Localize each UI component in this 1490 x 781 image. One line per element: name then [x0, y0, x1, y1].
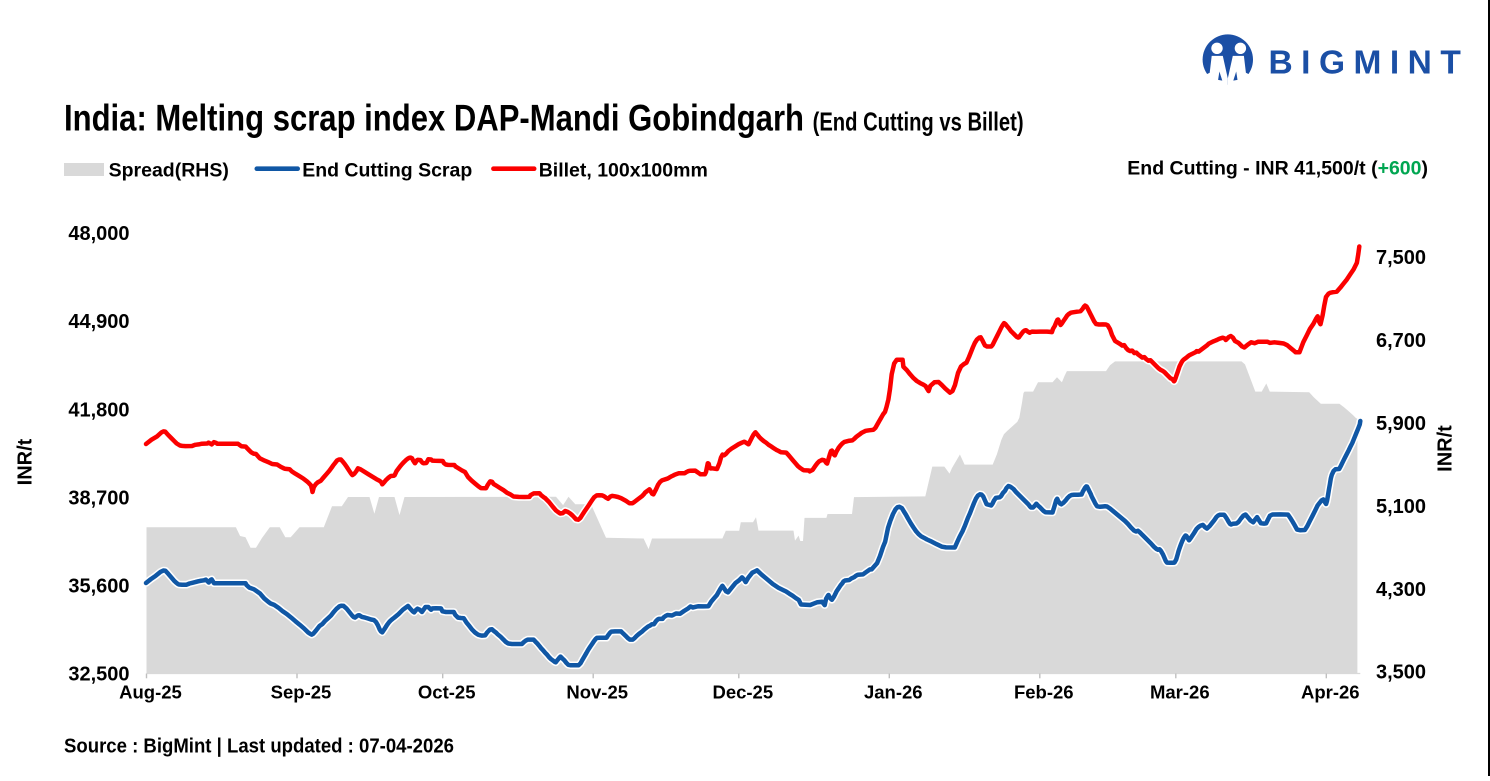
svg-text:End Cutting - INR 41,500/t (+6: End Cutting - INR 41,500/t (+600)	[1127, 158, 1428, 180]
svg-text:Nov-25: Nov-25	[566, 682, 628, 703]
svg-text:India: Melting scrap index DAP: India: Melting scrap index DAP-Mandi Gob…	[64, 97, 804, 138]
svg-text:INR/t: INR/t	[1435, 425, 1457, 472]
svg-text:6,700: 6,700	[1376, 330, 1426, 352]
svg-text:35,600: 35,600	[68, 576, 129, 598]
svg-text:3,500: 3,500	[1376, 662, 1426, 684]
svg-text:Billet, 100x100mm: Billet, 100x100mm	[539, 160, 708, 182]
svg-text:Sep-25: Sep-25	[271, 682, 332, 703]
svg-text:Source : BigMint | Last update: Source : BigMint | Last updated : 07-04-…	[64, 736, 454, 758]
svg-text:INR/t: INR/t	[15, 438, 37, 485]
svg-text:(End Cutting vs Billet): (End Cutting vs Billet)	[813, 106, 1024, 136]
svg-text:Spread(RHS): Spread(RHS)	[109, 160, 229, 182]
svg-text:5,900: 5,900	[1376, 413, 1426, 435]
svg-text:44,900: 44,900	[68, 311, 129, 333]
svg-text:Apr-26: Apr-26	[1301, 682, 1360, 703]
svg-text:Jan-26: Jan-26	[864, 682, 923, 703]
svg-text:Dec-25: Dec-25	[712, 682, 773, 703]
svg-text:5,100: 5,100	[1376, 496, 1426, 518]
svg-text:32,500: 32,500	[68, 664, 129, 686]
svg-text:Feb-26: Feb-26	[1014, 682, 1074, 703]
svg-text:Mar-26: Mar-26	[1150, 682, 1210, 703]
svg-text:End Cutting Scrap: End Cutting Scrap	[302, 160, 472, 182]
svg-text:4,300: 4,300	[1376, 579, 1426, 601]
svg-text:Oct-25: Oct-25	[418, 682, 476, 703]
svg-text:BIGMINT: BIGMINT	[1269, 44, 1462, 81]
svg-text:48,000: 48,000	[68, 223, 129, 245]
svg-text:Aug-25: Aug-25	[119, 682, 182, 703]
svg-text:38,700: 38,700	[68, 488, 129, 510]
svg-text:41,800: 41,800	[68, 399, 129, 421]
svg-text:7,500: 7,500	[1376, 247, 1426, 269]
